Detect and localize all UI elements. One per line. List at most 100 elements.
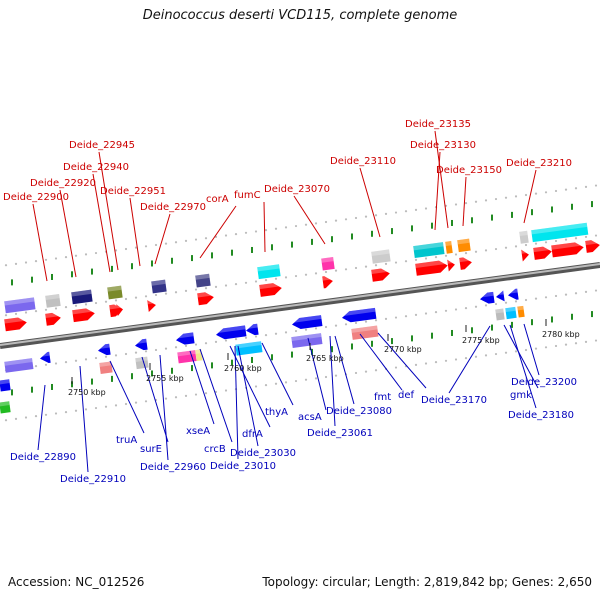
track-dot (344, 218, 348, 221)
track-dot (554, 294, 558, 298)
track-dot (594, 234, 598, 237)
track-dot (254, 280, 258, 283)
forward-feature (445, 241, 453, 254)
leader-line (293, 195, 326, 245)
track-dot (184, 239, 188, 242)
track-dot (114, 299, 118, 302)
gene-label: thyA (265, 407, 288, 418)
track-dot (214, 340, 218, 343)
track-dot (444, 359, 448, 362)
track-dot (414, 313, 418, 316)
leader-line (229, 345, 271, 428)
track-dot (534, 242, 538, 245)
track-dot (214, 285, 218, 288)
leader-line (199, 348, 233, 443)
track-dot (534, 192, 538, 195)
track-dot (494, 197, 498, 201)
leader-line (503, 324, 539, 389)
track-dot (64, 360, 68, 364)
track-dot (474, 250, 478, 253)
track-dot (174, 291, 178, 294)
forward-gene (585, 239, 600, 253)
track-dot (154, 348, 158, 352)
track-dot-rows (4, 184, 598, 422)
forward-feature (195, 273, 211, 288)
track-dot (84, 253, 88, 256)
track-dot (484, 354, 488, 357)
track-dot (194, 343, 198, 346)
track-dot (204, 392, 208, 395)
track-dot (514, 350, 518, 353)
leader-line (462, 176, 467, 227)
track-dot (204, 237, 208, 240)
track-dot (114, 249, 118, 252)
leader-line (98, 151, 119, 271)
forward-feature (107, 285, 123, 300)
gene-label: Deide_22890 (10, 452, 76, 463)
leader-line (199, 205, 237, 259)
leader-line (261, 342, 294, 406)
forward-gene (447, 258, 455, 272)
track-dot (524, 243, 528, 247)
forward-gene (197, 291, 214, 306)
track-dot (204, 342, 208, 345)
track-dot (544, 191, 548, 194)
track-dot (564, 293, 568, 296)
track-dot (554, 344, 558, 348)
track-dot (594, 184, 598, 187)
leader-line (59, 189, 77, 278)
gene-label: Deide_23030 (230, 448, 296, 459)
track-dot (524, 298, 528, 302)
forward-gene (322, 275, 333, 289)
track-dot (374, 369, 378, 372)
track-dot (174, 346, 178, 349)
reverse-feature (235, 341, 263, 356)
track-dot (4, 419, 8, 422)
track-dot (584, 185, 588, 188)
track-dot (504, 246, 508, 249)
track-dot (304, 223, 308, 226)
gene-label: Deide_23180 (508, 410, 574, 421)
topology-text: Topology: circular; Length: 2,819,842 bp… (262, 575, 592, 589)
track-dot (294, 329, 298, 333)
reverse-gene (479, 291, 495, 304)
track-dot (364, 265, 368, 268)
gene-features (0, 222, 600, 414)
reverse-gene (245, 323, 259, 336)
gene-label: Deide_23080 (326, 406, 392, 417)
track-dot (314, 327, 318, 330)
track-dot (494, 247, 498, 251)
track-dot (284, 276, 288, 279)
track-dot (304, 378, 308, 381)
gene-label: Deide_22960 (140, 462, 206, 473)
gene-label: Deide_23130 (410, 140, 476, 151)
track-dot (94, 301, 98, 305)
track-dot (264, 278, 268, 282)
track-dot (84, 408, 88, 411)
track-dot (504, 196, 508, 199)
track-dot (464, 251, 468, 255)
gene-label: Deide_23150 (436, 165, 502, 176)
gene-label: Deide_22900 (3, 192, 69, 203)
track-dot (504, 301, 508, 304)
track-dot (224, 339, 228, 342)
track-dot (414, 258, 418, 261)
track-dot (244, 231, 248, 234)
forward-feature (4, 297, 36, 314)
scale-tick-label: 2780 kbp (542, 330, 580, 339)
track-dot (184, 344, 188, 347)
track-dot (544, 346, 548, 349)
leader-line (359, 167, 381, 238)
track-dot (74, 254, 78, 257)
track-dot (564, 343, 568, 346)
track-dot (484, 249, 488, 252)
track-dot (394, 211, 398, 214)
track-dot (254, 335, 258, 338)
track-dot (524, 193, 528, 197)
reverse-gene (97, 343, 111, 356)
track-dot (264, 333, 268, 337)
gene-label: Deide_23110 (330, 156, 396, 167)
gene-label: Deide_22945 (69, 140, 135, 151)
track-dot (194, 238, 198, 241)
